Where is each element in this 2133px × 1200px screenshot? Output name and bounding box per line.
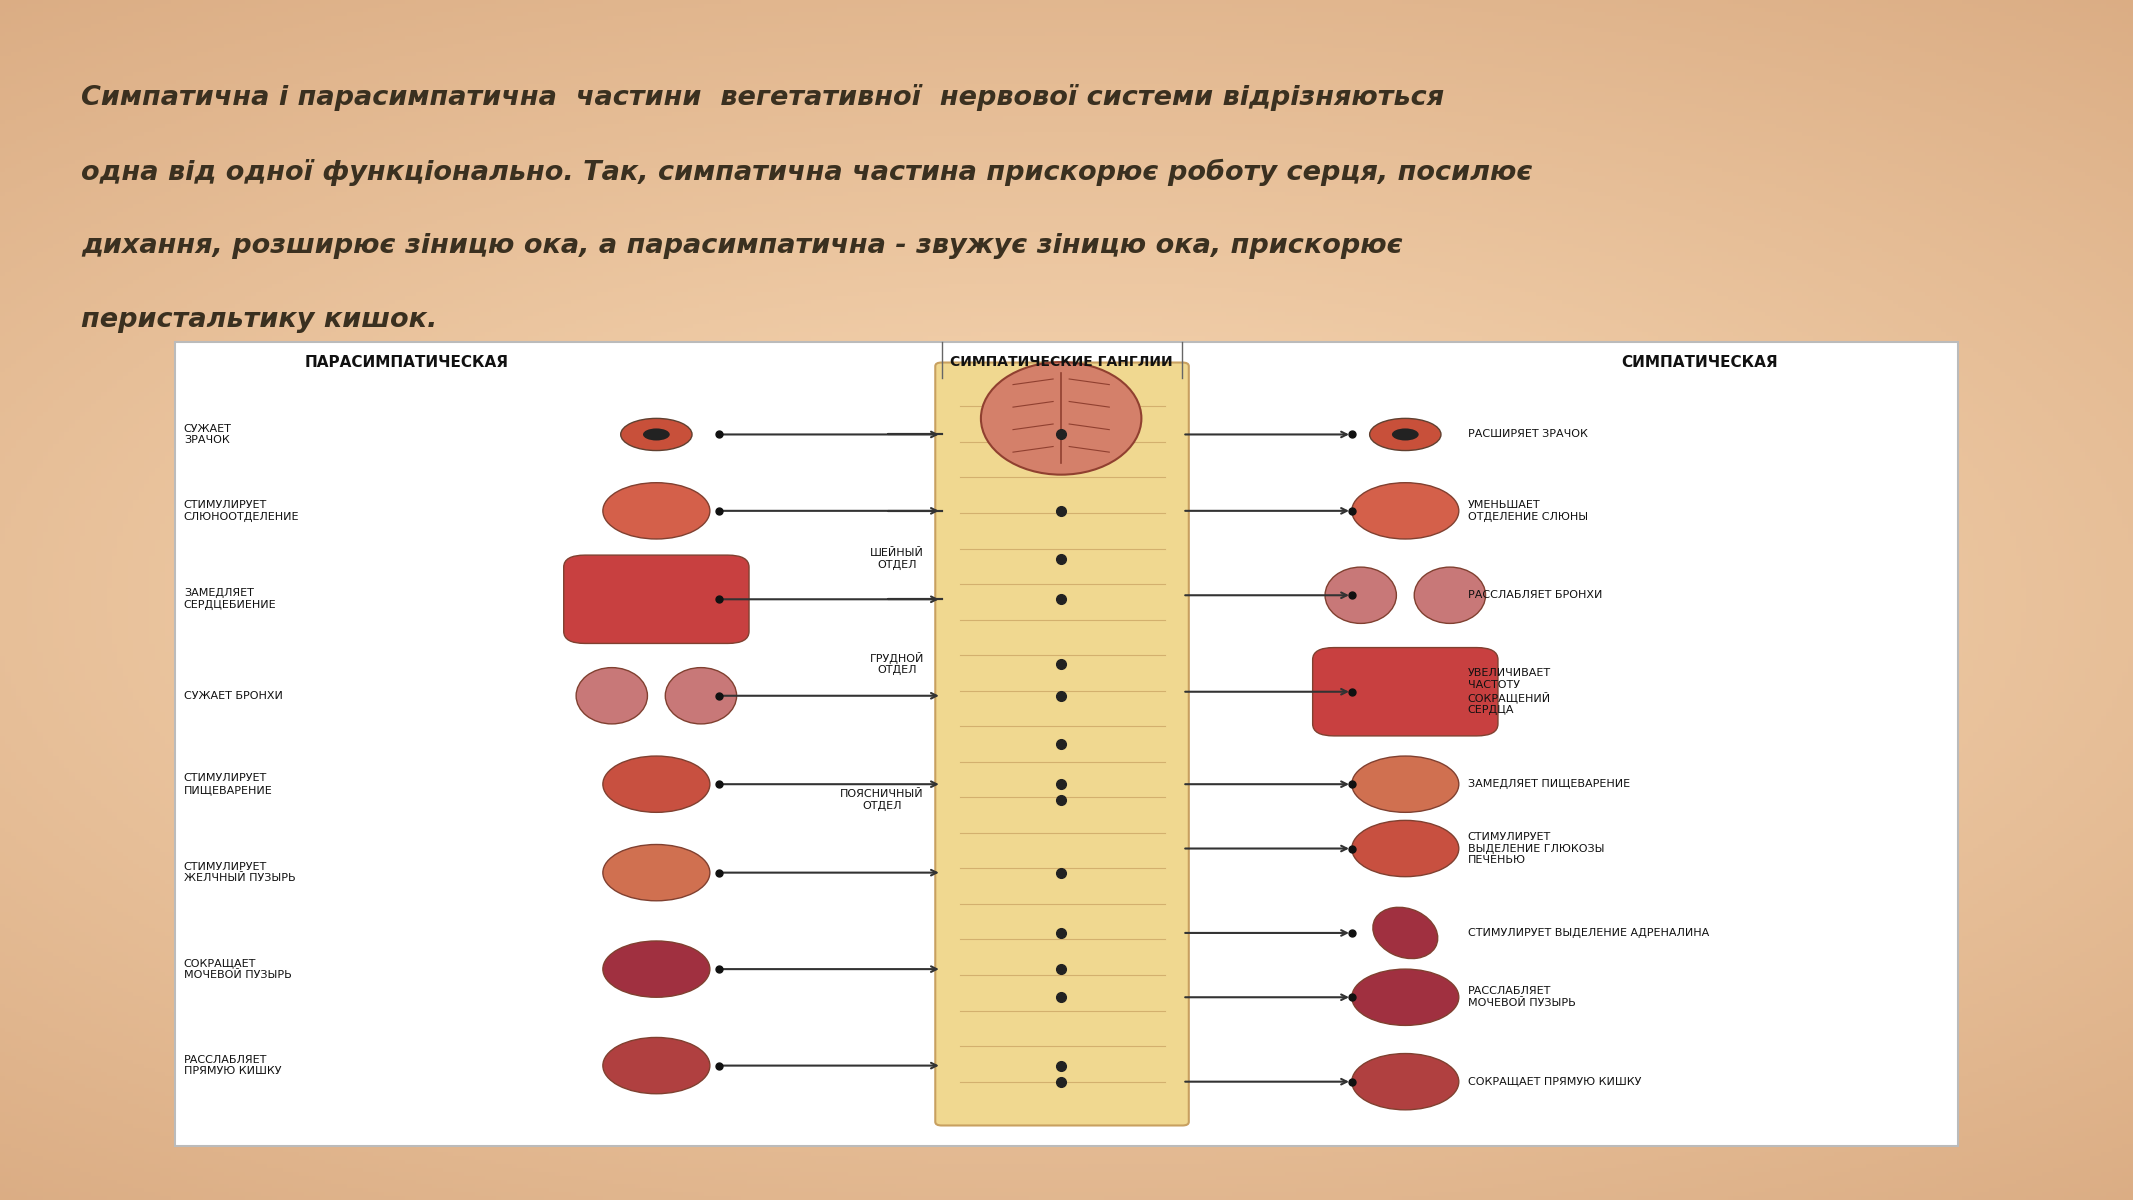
Text: ШЕЙНЫЙ
ОТДЕЛ: ШЕЙНЫЙ ОТДЕЛ <box>870 548 924 570</box>
Ellipse shape <box>604 941 710 997</box>
Text: ГРУДНОЙ
ОТДЕЛ: ГРУДНОЙ ОТДЕЛ <box>870 652 924 676</box>
Ellipse shape <box>1369 419 1442 450</box>
Text: ПОЯСНИЧНЫЙ
ОТДЕЛ: ПОЯСНИЧНЫЙ ОТДЕЛ <box>840 790 924 811</box>
FancyBboxPatch shape <box>175 342 1958 1146</box>
Ellipse shape <box>1352 970 1459 1025</box>
Text: РАССЛАБЛЯЕТ
ПРЯМУЮ КИШКУ: РАССЛАБЛЯЕТ ПРЯМУЮ КИШКУ <box>183 1055 282 1076</box>
Text: ЗАМЕДЛЯЕТ
СЕРДЦЕБИЕНИЕ: ЗАМЕДЛЯЕТ СЕРДЦЕБИЕНИЕ <box>183 588 277 610</box>
Ellipse shape <box>1393 428 1418 440</box>
Text: СУЖАЕТ
ЗРАЧОК: СУЖАЕТ ЗРАЧОК <box>183 424 232 445</box>
Ellipse shape <box>1352 482 1459 539</box>
Text: СТИМУЛИРУЕТ
ПИЩЕВАРЕНИЕ: СТИМУЛИРУЕТ ПИЩЕВАРЕНИЕ <box>183 774 273 796</box>
Text: дихання, розширює зіницю ока, а парасимпатична - звужує зіницю ока, прискорює: дихання, розширює зіницю ока, а парасимп… <box>81 233 1404 259</box>
Ellipse shape <box>576 667 648 724</box>
Text: СОКРАЩАЕТ
МОЧЕВОЙ ПУЗЫРЬ: СОКРАЩАЕТ МОЧЕВОЙ ПУЗЫРЬ <box>183 959 292 980</box>
Ellipse shape <box>1374 907 1438 959</box>
Ellipse shape <box>665 667 736 724</box>
Ellipse shape <box>1325 568 1397 624</box>
Ellipse shape <box>1352 821 1459 877</box>
Text: СТИМУЛИРУЕТ ВЫДЕЛЕНИЕ АДРЕНАЛИНА: СТИМУЛИРУЕТ ВЫДЕЛЕНИЕ АДРЕНАЛИНА <box>1468 928 1709 938</box>
Ellipse shape <box>621 419 691 450</box>
Text: УВЕЛИЧИВАЕТ
ЧАСТОТУ
СОКРАЩЕНИЙ
СЕРДЦА: УВЕЛИЧИВАЕТ ЧАСТОТУ СОКРАЩЕНИЙ СЕРДЦА <box>1468 668 1551 715</box>
Text: ЗАМЕДЛЯЕТ ПИЩЕВАРЕНИЕ: ЗАМЕДЛЯЕТ ПИЩЕВАРЕНИЕ <box>1468 779 1630 790</box>
Text: СИМПАТИЧЕСКАЯ: СИМПАТИЧЕСКАЯ <box>1621 355 1777 370</box>
Text: РАССЛАБЛЯЕТ БРОНХИ: РАССЛАБЛЯЕТ БРОНХИ <box>1468 590 1602 600</box>
Ellipse shape <box>1352 1054 1459 1110</box>
Ellipse shape <box>642 428 670 440</box>
Ellipse shape <box>604 482 710 539</box>
Ellipse shape <box>604 756 710 812</box>
Text: одна від одної функціонально. Так, симпатична частина прискорює роботу серця, по: одна від одної функціонально. Так, симпа… <box>81 158 1531 186</box>
Text: СТИМУЛИРУЕТ
ВЫДЕЛЕНИЕ ГЛЮКОЗЫ
ПЕЧЕНЬЮ: СТИМУЛИРУЕТ ВЫДЕЛЕНИЕ ГЛЮКОЗЫ ПЕЧЕНЬЮ <box>1468 832 1604 865</box>
Text: перистальтику кишок.: перистальтику кишок. <box>81 307 437 334</box>
Text: УМЕНЬШАЕТ
ОТДЕЛЕНИЕ СЛЮНЫ: УМЕНЬШАЕТ ОТДЕЛЕНИЕ СЛЮНЫ <box>1468 500 1587 522</box>
Ellipse shape <box>981 362 1141 475</box>
Ellipse shape <box>1414 568 1485 624</box>
FancyBboxPatch shape <box>563 556 749 643</box>
FancyBboxPatch shape <box>1312 648 1497 736</box>
Text: РАССЛАБЛЯЕТ
МОЧЕВОЙ ПУЗЫРЬ: РАССЛАБЛЯЕТ МОЧЕВОЙ ПУЗЫРЬ <box>1468 986 1576 1008</box>
Ellipse shape <box>604 1038 710 1093</box>
FancyBboxPatch shape <box>934 362 1188 1126</box>
Text: РАСШИРЯЕТ ЗРАЧОК: РАСШИРЯЕТ ЗРАЧОК <box>1468 430 1587 439</box>
Text: СОКРАЩАЕТ ПРЯМУЮ КИШКУ: СОКРАЩАЕТ ПРЯМУЮ КИШКУ <box>1468 1076 1640 1087</box>
Text: СУЖАЕТ БРОНХИ: СУЖАЕТ БРОНХИ <box>183 691 284 701</box>
Text: СИМПАТИЧЕСКИЕ ГАНГЛИИ: СИМПАТИЧЕСКИЕ ГАНГЛИИ <box>949 355 1173 370</box>
Ellipse shape <box>1352 756 1459 812</box>
Ellipse shape <box>604 845 710 901</box>
Text: ПАРАСИМПАТИЧЕСКАЯ: ПАРАСИМПАТИЧЕСКАЯ <box>305 355 508 370</box>
Text: СТИМУЛИРУЕТ
СЛЮНООТДЕЛЕНИЕ: СТИМУЛИРУЕТ СЛЮНООТДЕЛЕНИЕ <box>183 500 299 522</box>
Text: Симпатична і парасимпатична  частини  вегетативної  нервової системи відрізняють: Симпатична і парасимпатична частини веге… <box>81 84 1444 110</box>
Text: СТИМУЛИРУЕТ
ЖЕЛЧНЫЙ ПУЗЫРЬ: СТИМУЛИРУЕТ ЖЕЛЧНЫЙ ПУЗЫРЬ <box>183 862 296 883</box>
